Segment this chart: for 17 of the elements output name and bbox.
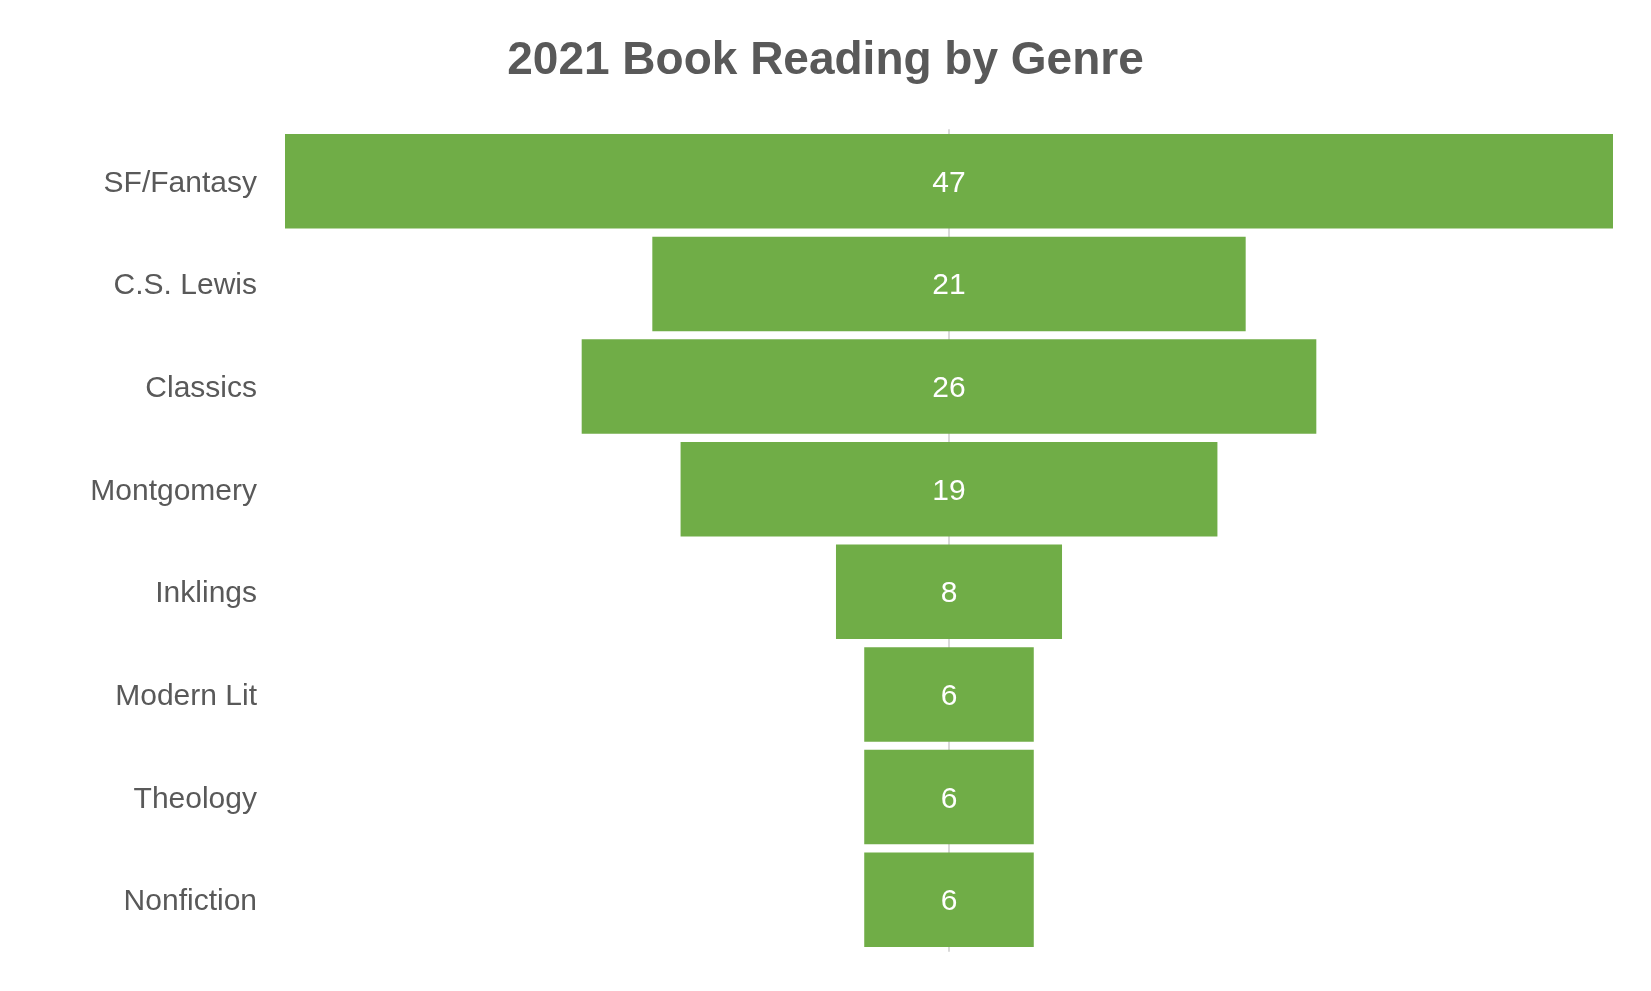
text: 2021 Book Reading by Genre xyxy=(507,32,1144,84)
category-label: C.S. Lewis xyxy=(113,267,257,301)
category-label: Theology xyxy=(133,780,257,814)
data-label: 19 xyxy=(932,472,966,506)
data-label: 6 xyxy=(940,780,958,814)
category-label: Nonfiction xyxy=(123,883,257,917)
data-label: 21 xyxy=(932,267,966,301)
data-label: 47 xyxy=(932,164,966,198)
category-label: Inklings xyxy=(155,575,257,609)
data-label: 6 xyxy=(940,677,958,711)
category-label: Montgomery xyxy=(90,472,257,506)
data-label: 6 xyxy=(940,883,958,917)
category-label: Modern Lit xyxy=(115,677,258,711)
data-label: 8 xyxy=(940,575,958,609)
data-label: 26 xyxy=(932,370,966,404)
category-label: SF/Fantasy xyxy=(103,164,257,198)
category-label: Classics xyxy=(145,370,257,404)
